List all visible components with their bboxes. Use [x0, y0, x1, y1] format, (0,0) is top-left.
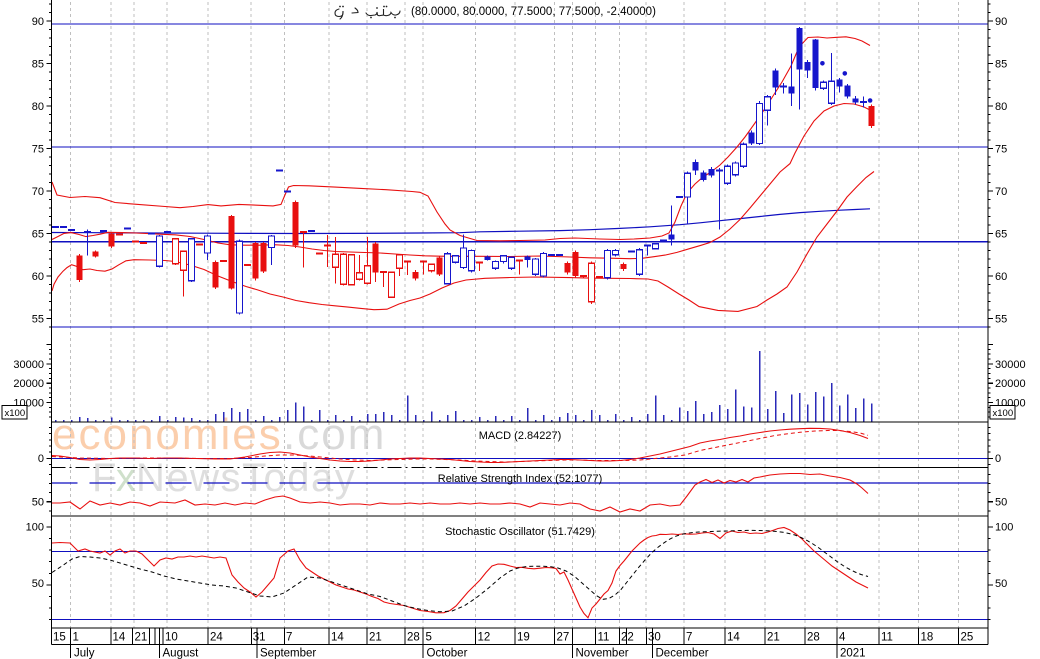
svg-text:21: 21 — [369, 632, 382, 644]
svg-text:90: 90 — [995, 16, 1007, 28]
svg-text:1: 1 — [73, 632, 79, 644]
svg-text:25: 25 — [961, 632, 974, 644]
svg-text:10: 10 — [165, 632, 178, 644]
svg-text:28: 28 — [807, 632, 820, 644]
svg-text:x100: x100 — [993, 408, 1014, 419]
svg-text:80: 80 — [995, 101, 1007, 113]
svg-text:65: 65 — [995, 229, 1007, 241]
svg-text:MACD (2.84227): MACD (2.84227) — [479, 430, 562, 442]
svg-text:4: 4 — [839, 632, 846, 644]
svg-text:50: 50 — [995, 578, 1007, 590]
svg-text:65: 65 — [32, 229, 44, 241]
svg-text:55: 55 — [995, 314, 1007, 326]
svg-text:November: November — [576, 648, 629, 659]
svg-text:20000: 20000 — [995, 378, 1026, 390]
svg-text:90: 90 — [32, 16, 44, 28]
svg-text:0: 0 — [995, 453, 1001, 465]
svg-text:14: 14 — [113, 632, 126, 644]
svg-text:x: x — [116, 456, 136, 500]
svg-text:50: 50 — [995, 496, 1007, 508]
svg-text:11: 11 — [598, 632, 610, 644]
svg-text:economies: economies — [52, 410, 283, 459]
svg-text:F: F — [92, 456, 116, 500]
svg-text:14: 14 — [727, 632, 740, 644]
svg-text:30000: 30000 — [13, 359, 44, 371]
svg-text:50: 50 — [32, 578, 44, 590]
svg-text:30000: 30000 — [995, 359, 1026, 371]
svg-text:75: 75 — [32, 144, 44, 156]
svg-text:x100: x100 — [5, 408, 26, 419]
svg-text:55: 55 — [32, 314, 44, 326]
svg-text:100: 100 — [26, 522, 44, 534]
svg-text:October: October — [427, 648, 468, 659]
svg-text:Relative Strength Index (52.10: Relative Strength Index (52.1077) — [438, 473, 603, 485]
svg-text:100: 100 — [995, 522, 1013, 534]
svg-text:70: 70 — [995, 186, 1007, 198]
svg-text:20000: 20000 — [13, 378, 44, 390]
svg-text:85: 85 — [32, 59, 44, 71]
svg-text:7: 7 — [286, 632, 292, 644]
svg-text:24: 24 — [210, 632, 223, 644]
svg-text:27: 27 — [557, 632, 570, 644]
svg-text:22: 22 — [621, 632, 634, 644]
svg-text:60: 60 — [32, 271, 44, 283]
svg-text:31: 31 — [253, 632, 266, 644]
svg-text:75: 75 — [995, 144, 1007, 156]
svg-text:December: December — [656, 648, 709, 659]
svg-text:NewsToday: NewsToday — [136, 456, 356, 500]
svg-text:80: 80 — [32, 101, 44, 113]
svg-text:28: 28 — [407, 632, 420, 644]
svg-text:21: 21 — [135, 632, 148, 644]
svg-text:70: 70 — [32, 186, 44, 198]
svg-text:60: 60 — [995, 271, 1007, 283]
svg-text:85: 85 — [995, 59, 1007, 71]
svg-text:30: 30 — [648, 632, 661, 644]
svg-text:0: 0 — [38, 453, 44, 465]
svg-text:21: 21 — [767, 632, 780, 644]
svg-text:.com: .com — [283, 410, 386, 459]
svg-text:11: 11 — [881, 632, 893, 644]
svg-text:September: September — [260, 648, 316, 659]
svg-text:July: July — [74, 648, 95, 659]
svg-text:14: 14 — [331, 632, 344, 644]
svg-text:12: 12 — [478, 632, 491, 644]
svg-text:15: 15 — [53, 632, 66, 644]
svg-text:18: 18 — [921, 632, 934, 644]
svg-text:Stochastic Oscillator (51.7429: Stochastic Oscillator (51.7429) — [445, 526, 595, 538]
svg-text:19: 19 — [517, 632, 530, 644]
svg-text:August: August — [163, 648, 200, 659]
svg-text:5: 5 — [426, 632, 432, 644]
svg-text:50: 50 — [32, 496, 44, 508]
svg-text:(80.0000, 80.0000, 77.5000, 77: (80.0000, 80.0000, 77.5000, 77.5000, -2.… — [411, 6, 656, 18]
svg-text:2021: 2021 — [840, 648, 866, 659]
svg-text:7: 7 — [686, 632, 692, 644]
